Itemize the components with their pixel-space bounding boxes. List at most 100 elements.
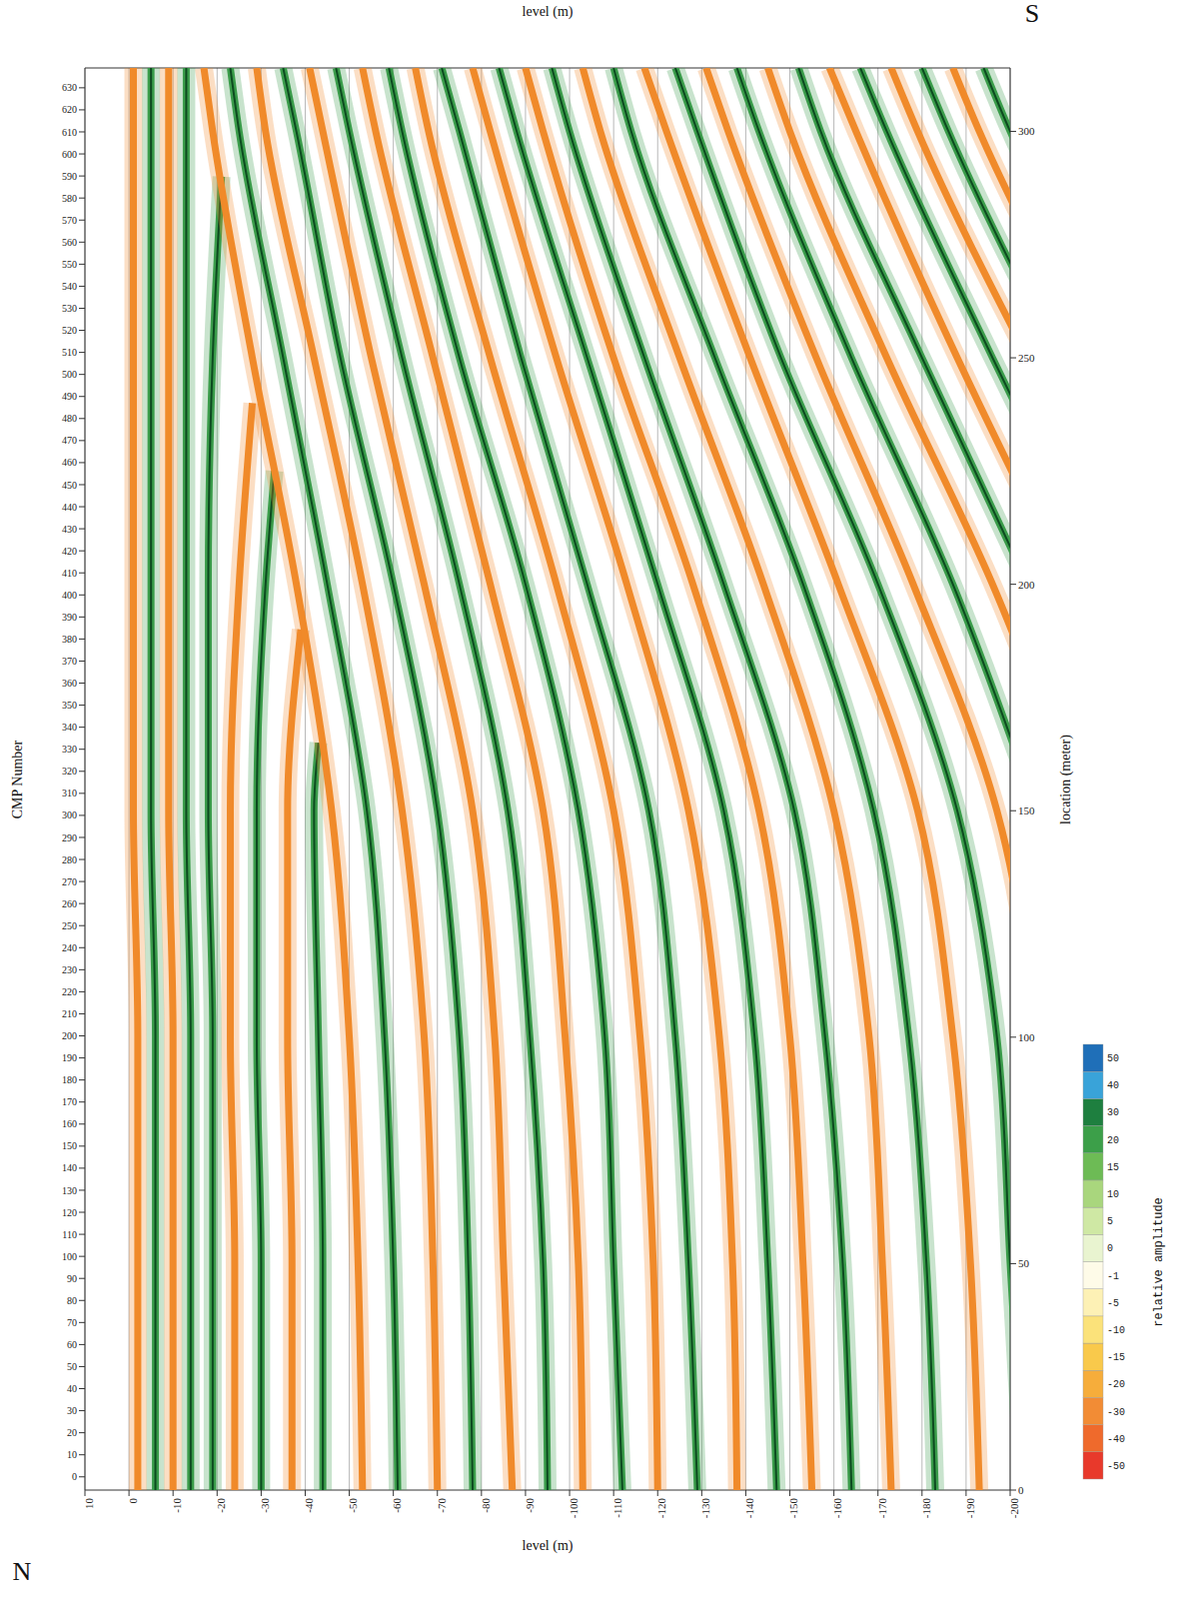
svg-text:380: 380: [61, 633, 77, 645]
svg-text:40: 40: [66, 1382, 77, 1394]
svg-text:-90: -90: [523, 1497, 536, 1513]
svg-text:-15: -15: [1107, 1351, 1126, 1363]
svg-text:610: 610: [61, 126, 77, 138]
svg-text:210: 210: [61, 1008, 77, 1020]
svg-text:280: 280: [61, 854, 77, 866]
svg-text:-100: -100: [567, 1497, 580, 1519]
svg-text:630: 630: [61, 81, 77, 93]
svg-text:120: 120: [61, 1206, 77, 1218]
svg-text:10: 10: [82, 1497, 95, 1510]
svg-text:410: 410: [61, 567, 77, 579]
svg-text:470: 470: [61, 434, 77, 446]
svg-text:-60: -60: [390, 1497, 403, 1513]
svg-text:-10: -10: [1107, 1324, 1126, 1336]
svg-text:-10: -10: [170, 1497, 183, 1513]
svg-text:560: 560: [61, 236, 77, 248]
svg-text:80: 80: [66, 1294, 77, 1306]
svg-text:100: 100: [1018, 1031, 1036, 1044]
svg-text:460: 460: [61, 456, 77, 468]
svg-text:50: 50: [1018, 1256, 1031, 1269]
svg-text:200: 200: [1018, 578, 1036, 591]
svg-text:540: 540: [61, 280, 77, 292]
svg-text:110: 110: [61, 1228, 77, 1240]
svg-text:-70: -70: [435, 1497, 448, 1513]
svg-text:290: 290: [61, 832, 77, 844]
svg-text:-1: -1: [1107, 1270, 1120, 1282]
svg-text:450: 450: [61, 479, 77, 491]
svg-text:350: 350: [61, 699, 77, 711]
svg-text:370: 370: [61, 655, 77, 667]
svg-text:600: 600: [61, 148, 77, 160]
svg-text:300: 300: [61, 809, 77, 821]
svg-text:330: 330: [61, 743, 77, 755]
svg-text:-170: -170: [876, 1497, 889, 1519]
svg-text:0: 0: [1107, 1242, 1114, 1254]
svg-text:-40: -40: [302, 1497, 315, 1513]
svg-text:160: 160: [61, 1118, 77, 1130]
svg-text:270: 270: [61, 876, 77, 888]
svg-text:-140: -140: [743, 1497, 756, 1519]
svg-text:430: 430: [61, 523, 77, 535]
svg-text:570: 570: [61, 214, 77, 226]
svg-text:10: 10: [66, 1448, 77, 1460]
svg-text:-160: -160: [831, 1497, 844, 1519]
svg-text:200: 200: [61, 1030, 77, 1042]
svg-text:20: 20: [1107, 1135, 1120, 1147]
svg-text:250: 250: [61, 920, 77, 932]
svg-text:480: 480: [61, 412, 77, 424]
svg-text:-80: -80: [479, 1497, 492, 1513]
svg-text:130: 130: [61, 1184, 77, 1196]
svg-text:-130: -130: [699, 1497, 712, 1519]
svg-text:0: 0: [71, 1470, 77, 1482]
svg-text:140: 140: [61, 1162, 77, 1174]
svg-text:400: 400: [61, 589, 77, 601]
svg-text:320: 320: [61, 765, 77, 777]
svg-text:190: 190: [61, 1052, 77, 1064]
svg-text:620: 620: [61, 103, 77, 115]
svg-text:510: 510: [61, 346, 77, 358]
svg-text:340: 340: [61, 721, 77, 733]
svg-text:-40: -40: [1107, 1433, 1126, 1445]
svg-text:90: 90: [66, 1272, 77, 1284]
svg-text:-180: -180: [920, 1497, 933, 1519]
svg-text:50: 50: [1107, 1053, 1120, 1065]
svg-text:360: 360: [61, 677, 77, 689]
svg-text:230: 230: [61, 964, 77, 976]
svg-text:-30: -30: [258, 1497, 271, 1513]
svg-text:-200: -200: [1008, 1497, 1021, 1519]
svg-text:310: 310: [61, 787, 77, 799]
svg-text:590: 590: [61, 170, 77, 182]
svg-text:-20: -20: [214, 1497, 227, 1513]
svg-text:500: 500: [61, 368, 77, 380]
svg-text:70: 70: [66, 1316, 77, 1328]
svg-text:20: 20: [66, 1426, 77, 1438]
svg-text:170: 170: [61, 1096, 77, 1108]
svg-text:-190: -190: [964, 1497, 977, 1519]
svg-text:-50: -50: [346, 1497, 359, 1513]
svg-text:440: 440: [61, 501, 77, 513]
svg-text:5: 5: [1107, 1215, 1114, 1227]
svg-text:150: 150: [61, 1140, 77, 1152]
svg-text:-20: -20: [1107, 1378, 1126, 1390]
svg-text:-120: -120: [655, 1497, 668, 1519]
svg-text:530: 530: [61, 302, 77, 314]
svg-text:100: 100: [61, 1250, 77, 1262]
svg-text:60: 60: [66, 1338, 77, 1350]
svg-text:-30: -30: [1107, 1406, 1126, 1418]
svg-text:580: 580: [61, 192, 77, 204]
svg-text:260: 260: [61, 898, 77, 910]
svg-text:490: 490: [61, 390, 77, 402]
svg-text:390: 390: [61, 611, 77, 623]
svg-text:240: 240: [61, 942, 77, 954]
svg-text:250: 250: [1018, 351, 1036, 364]
svg-text:40: 40: [1107, 1080, 1120, 1092]
svg-text:0: 0: [1018, 1483, 1025, 1496]
svg-text:150: 150: [1018, 804, 1036, 817]
svg-text:50: 50: [66, 1360, 77, 1372]
svg-text:420: 420: [61, 545, 77, 557]
svg-text:520: 520: [61, 324, 77, 336]
svg-text:550: 550: [61, 258, 77, 270]
svg-text:300: 300: [1018, 124, 1036, 137]
svg-text:15: 15: [1107, 1162, 1120, 1174]
svg-text:-50: -50: [1107, 1460, 1126, 1472]
